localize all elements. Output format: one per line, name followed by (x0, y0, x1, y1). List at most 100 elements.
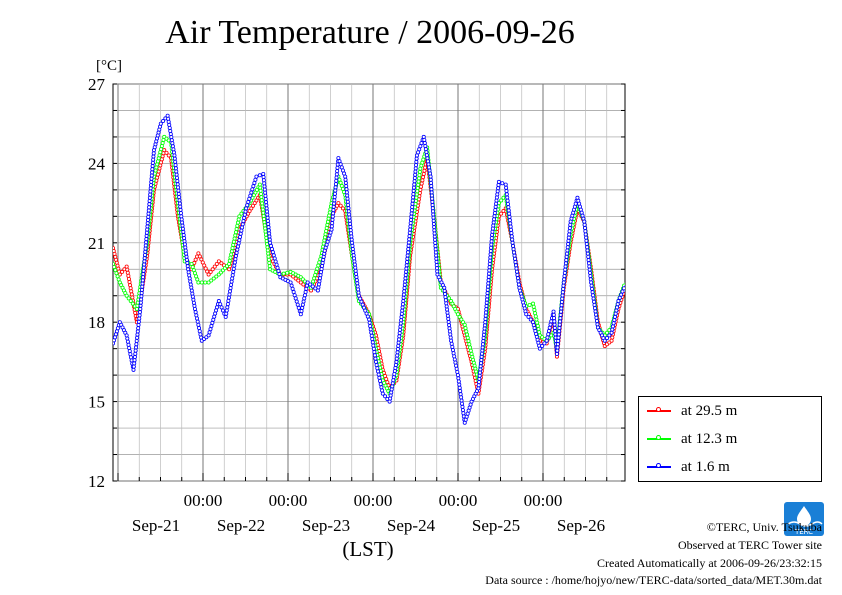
data-point (324, 229, 329, 234)
data-point (131, 364, 136, 369)
data-point (617, 295, 622, 300)
data-point (561, 286, 566, 291)
data-point (411, 195, 416, 200)
data-point (561, 280, 566, 285)
data-point (302, 296, 307, 301)
data-point (338, 203, 343, 208)
data-point (249, 190, 254, 195)
data-point (260, 204, 265, 209)
data-point (200, 260, 205, 265)
data-point (403, 273, 408, 278)
data-point (507, 214, 512, 219)
y-tick-label: 24 (88, 154, 106, 173)
data-point (614, 308, 619, 313)
data-point (589, 283, 594, 288)
data-point (190, 291, 195, 296)
data-point (613, 311, 618, 316)
data-point (435, 269, 440, 274)
data-point (262, 217, 267, 222)
data-point (509, 227, 514, 232)
data-point (551, 312, 556, 317)
data-point (174, 169, 179, 174)
copyright-text: ©TERC, Univ. Tsukuba (706, 520, 822, 534)
data-point (393, 362, 398, 367)
data-point (310, 284, 315, 289)
data-point (443, 298, 448, 303)
data-point (504, 192, 509, 197)
data-point (434, 263, 439, 268)
data-point (270, 250, 275, 255)
data-point (332, 201, 337, 206)
data-point (373, 356, 378, 361)
data-point (268, 240, 273, 245)
data-point (248, 193, 253, 198)
data-point (128, 352, 133, 357)
data-point (380, 388, 385, 393)
data-point (449, 338, 454, 343)
data-point (230, 276, 235, 281)
data-point (430, 203, 435, 208)
data-point (354, 271, 359, 276)
data-point (515, 276, 520, 281)
data-point (487, 265, 492, 270)
data-point (512, 253, 517, 258)
data-point (428, 174, 433, 179)
data-point (419, 181, 424, 186)
data-point (356, 290, 361, 295)
data-point (552, 319, 557, 324)
data-point (455, 373, 460, 378)
data-point (431, 218, 436, 223)
data-point (141, 265, 146, 270)
data-point (276, 268, 281, 273)
data-point (494, 198, 499, 203)
data-point (564, 254, 569, 259)
data-point (409, 211, 414, 216)
data-point (173, 166, 178, 171)
data-point (613, 314, 618, 319)
data-point (347, 218, 352, 223)
data-point (460, 401, 465, 406)
data-point (481, 335, 486, 340)
data-point (407, 230, 412, 235)
data-point (485, 291, 490, 296)
data-point (264, 209, 269, 214)
data-point (412, 176, 417, 181)
y-tick-label: 27 (88, 75, 106, 94)
data-point (332, 195, 337, 200)
data-point (208, 269, 213, 274)
data-point (423, 144, 428, 149)
data-point (566, 242, 571, 247)
data-point (400, 305, 405, 310)
data-point (320, 264, 325, 269)
data-point (145, 221, 150, 226)
data-point (197, 329, 202, 334)
data-point (139, 297, 144, 302)
data-point (449, 341, 454, 346)
data-point (148, 183, 153, 188)
data-point (346, 209, 351, 214)
data-point (238, 231, 243, 236)
data-point (615, 302, 620, 307)
data-point (149, 173, 154, 178)
data-point (294, 299, 299, 304)
data-point (507, 211, 512, 216)
data-point (197, 326, 202, 331)
data-point (334, 175, 339, 180)
chart-title: Air Temperature / 2006-09-26 (165, 14, 575, 51)
data-point (424, 150, 429, 155)
data-point (173, 159, 178, 164)
data-point (348, 225, 353, 230)
data-point (555, 342, 560, 347)
data-point (395, 353, 400, 358)
data-point (329, 227, 334, 232)
data-point (267, 260, 272, 265)
data-point (134, 342, 139, 347)
legend-swatch-green (647, 435, 671, 440)
data-point (562, 274, 567, 279)
data-point (454, 363, 459, 368)
data-point (209, 324, 214, 329)
data-point (401, 292, 406, 297)
data-point (349, 237, 354, 242)
data-point (230, 246, 235, 251)
data-point (332, 198, 337, 203)
